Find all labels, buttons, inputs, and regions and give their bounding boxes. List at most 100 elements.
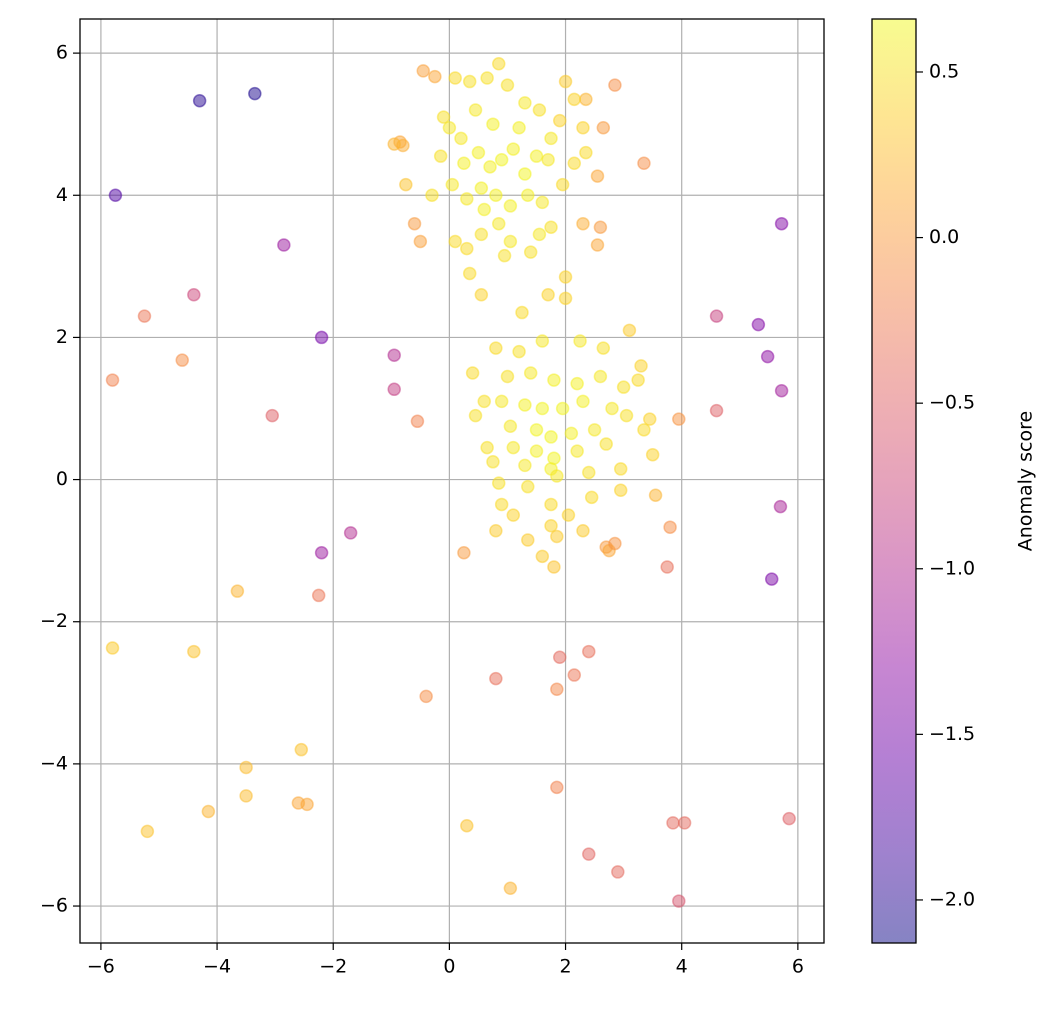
colorbar-tick-label: 0.5 bbox=[929, 60, 959, 82]
point bbox=[460, 192, 474, 206]
point bbox=[265, 408, 279, 423]
point bbox=[596, 341, 611, 355]
point bbox=[239, 789, 253, 803]
point bbox=[248, 86, 262, 101]
point bbox=[547, 560, 561, 574]
y-tick-label: 2 bbox=[56, 326, 68, 348]
point bbox=[532, 227, 547, 242]
point bbox=[187, 288, 201, 302]
point bbox=[474, 227, 489, 242]
point bbox=[558, 291, 573, 306]
point bbox=[419, 689, 433, 704]
point bbox=[314, 546, 329, 560]
point bbox=[558, 270, 573, 284]
point bbox=[599, 437, 613, 451]
point bbox=[535, 401, 550, 416]
point bbox=[666, 816, 680, 830]
point bbox=[503, 199, 518, 213]
point bbox=[521, 479, 535, 494]
point bbox=[593, 369, 608, 384]
point bbox=[596, 120, 611, 135]
point bbox=[523, 366, 538, 380]
point bbox=[550, 529, 564, 544]
point bbox=[500, 369, 515, 384]
x-tick-label: 6 bbox=[792, 956, 804, 978]
point bbox=[529, 423, 544, 437]
point bbox=[587, 423, 602, 437]
point bbox=[387, 382, 401, 397]
x-tick-label: 2 bbox=[559, 956, 571, 978]
point bbox=[535, 334, 550, 348]
point bbox=[532, 103, 547, 117]
point bbox=[558, 74, 573, 89]
point bbox=[616, 380, 631, 394]
point bbox=[573, 334, 587, 348]
point bbox=[462, 74, 477, 89]
point bbox=[552, 650, 567, 665]
point bbox=[506, 440, 521, 455]
point bbox=[529, 149, 544, 163]
colorbar bbox=[872, 19, 916, 943]
point bbox=[277, 238, 291, 252]
point bbox=[544, 519, 558, 533]
point bbox=[480, 71, 494, 85]
colorbar-tick-label: 0.0 bbox=[929, 226, 959, 248]
point bbox=[512, 120, 526, 135]
point bbox=[230, 584, 245, 598]
point bbox=[503, 881, 518, 896]
point bbox=[782, 811, 796, 826]
point bbox=[457, 546, 471, 560]
point bbox=[192, 93, 207, 108]
point bbox=[503, 419, 518, 434]
point bbox=[622, 323, 637, 338]
point bbox=[637, 156, 651, 171]
point bbox=[518, 96, 532, 110]
point bbox=[552, 113, 567, 128]
point bbox=[619, 408, 634, 423]
point bbox=[515, 305, 529, 320]
point bbox=[634, 359, 648, 373]
point bbox=[547, 373, 561, 387]
point bbox=[564, 426, 579, 441]
point bbox=[105, 641, 120, 655]
point bbox=[567, 156, 582, 171]
point bbox=[503, 234, 518, 249]
point bbox=[105, 373, 120, 387]
point bbox=[416, 64, 431, 78]
point bbox=[471, 145, 486, 160]
point bbox=[541, 288, 555, 302]
y-tick-label: −4 bbox=[40, 752, 68, 774]
point bbox=[521, 188, 535, 203]
point bbox=[343, 526, 358, 540]
point bbox=[608, 536, 622, 551]
point bbox=[108, 188, 123, 203]
point bbox=[399, 177, 413, 192]
point bbox=[613, 462, 628, 476]
x-tick-label: −6 bbox=[87, 956, 115, 978]
point bbox=[442, 120, 457, 135]
point bbox=[492, 476, 506, 490]
point bbox=[576, 524, 590, 538]
colorbar-label: Anomaly score bbox=[1015, 411, 1037, 551]
point bbox=[544, 131, 558, 146]
point bbox=[567, 92, 582, 107]
point bbox=[294, 742, 309, 757]
point bbox=[645, 447, 660, 462]
point bbox=[550, 780, 564, 795]
point bbox=[576, 120, 590, 135]
point bbox=[555, 401, 570, 416]
point bbox=[187, 644, 201, 659]
point bbox=[541, 152, 555, 167]
point bbox=[579, 92, 593, 107]
point bbox=[677, 816, 692, 830]
point bbox=[506, 142, 521, 156]
point bbox=[492, 216, 506, 231]
point bbox=[518, 458, 532, 473]
point bbox=[494, 497, 509, 512]
point bbox=[445, 177, 460, 192]
point bbox=[175, 353, 189, 367]
point bbox=[555, 177, 570, 192]
x-tick-label: −4 bbox=[203, 956, 231, 978]
point bbox=[433, 149, 448, 163]
y-tick-label: −2 bbox=[40, 610, 68, 632]
